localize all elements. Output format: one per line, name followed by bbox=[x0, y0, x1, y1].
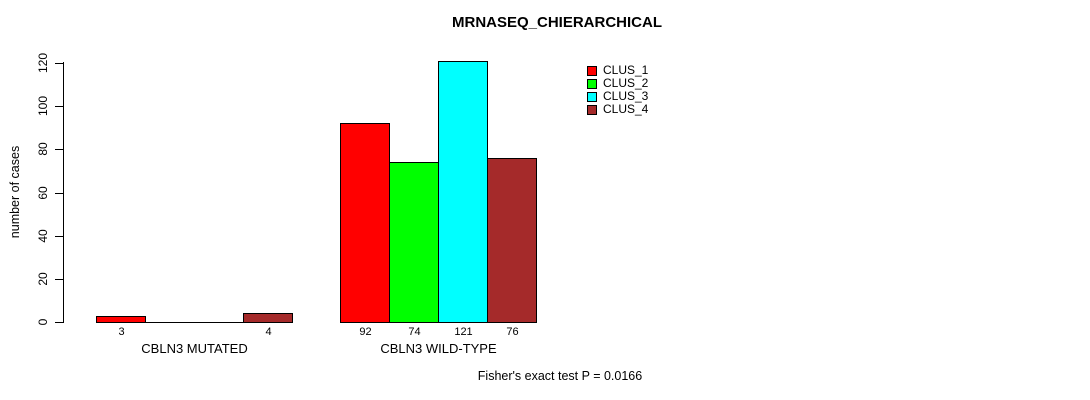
bar-value-label: 74 bbox=[408, 326, 421, 338]
legend-swatch bbox=[587, 78, 597, 89]
bar-clus_2 bbox=[389, 162, 439, 323]
legend-item-clus_3: CLUS_3 bbox=[587, 89, 649, 103]
y-tick-mark bbox=[55, 193, 63, 194]
y-tick-label: 0 bbox=[36, 318, 50, 326]
x-group-label: CBLN3 MUTATED bbox=[141, 341, 248, 356]
y-tick-mark bbox=[55, 106, 63, 107]
y-tick-mark bbox=[55, 149, 63, 150]
legend-label: CLUS_3 bbox=[603, 89, 649, 103]
y-tick-label: 20 bbox=[36, 272, 50, 286]
bar-clus_3 bbox=[438, 61, 488, 323]
legend-swatch bbox=[587, 91, 597, 102]
y-tick-label: 100 bbox=[36, 95, 50, 117]
chart-title: MRNASEQ_CHIERARCHICAL bbox=[451, 14, 663, 31]
bar-value-label: 4 bbox=[265, 326, 272, 338]
y-tick-label: 80 bbox=[36, 142, 50, 156]
y-axis-line bbox=[63, 62, 64, 323]
legend-item-clus_4: CLUS_4 bbox=[587, 102, 649, 116]
bar-clus_1 bbox=[96, 316, 146, 323]
bar-value-label: 121 bbox=[454, 326, 473, 338]
bar-clus_4 bbox=[487, 158, 537, 323]
y-axis-label: number of cases bbox=[8, 145, 22, 239]
y-tick-mark bbox=[55, 236, 63, 237]
y-tick-label: 120 bbox=[36, 52, 50, 74]
y-tick-mark bbox=[55, 279, 63, 280]
legend-item-clus_1: CLUS_1 bbox=[587, 63, 649, 77]
legend-label: CLUS_4 bbox=[603, 102, 649, 116]
y-tick-mark bbox=[55, 322, 63, 323]
legend-label: CLUS_2 bbox=[603, 76, 649, 90]
legend-swatch bbox=[587, 65, 597, 76]
legend-item-clus_2: CLUS_2 bbox=[587, 76, 649, 90]
bar-value-label: 3 bbox=[118, 326, 125, 338]
x-group-label: CBLN3 WILD-TYPE bbox=[380, 341, 497, 356]
y-tick-label: 40 bbox=[36, 229, 50, 243]
bar-value-label: 76 bbox=[506, 326, 519, 338]
bar-clus_1 bbox=[340, 123, 390, 323]
legend-label: CLUS_1 bbox=[603, 63, 649, 77]
y-tick-mark bbox=[55, 63, 63, 64]
pvalue-annotation: Fisher's exact test P = 0.0166 bbox=[477, 369, 643, 383]
group-baseline bbox=[96, 322, 293, 323]
bar-value-label: 92 bbox=[359, 326, 372, 338]
legend-swatch bbox=[587, 104, 597, 115]
bar-clus_4 bbox=[243, 313, 293, 323]
y-tick-label: 60 bbox=[36, 186, 50, 200]
